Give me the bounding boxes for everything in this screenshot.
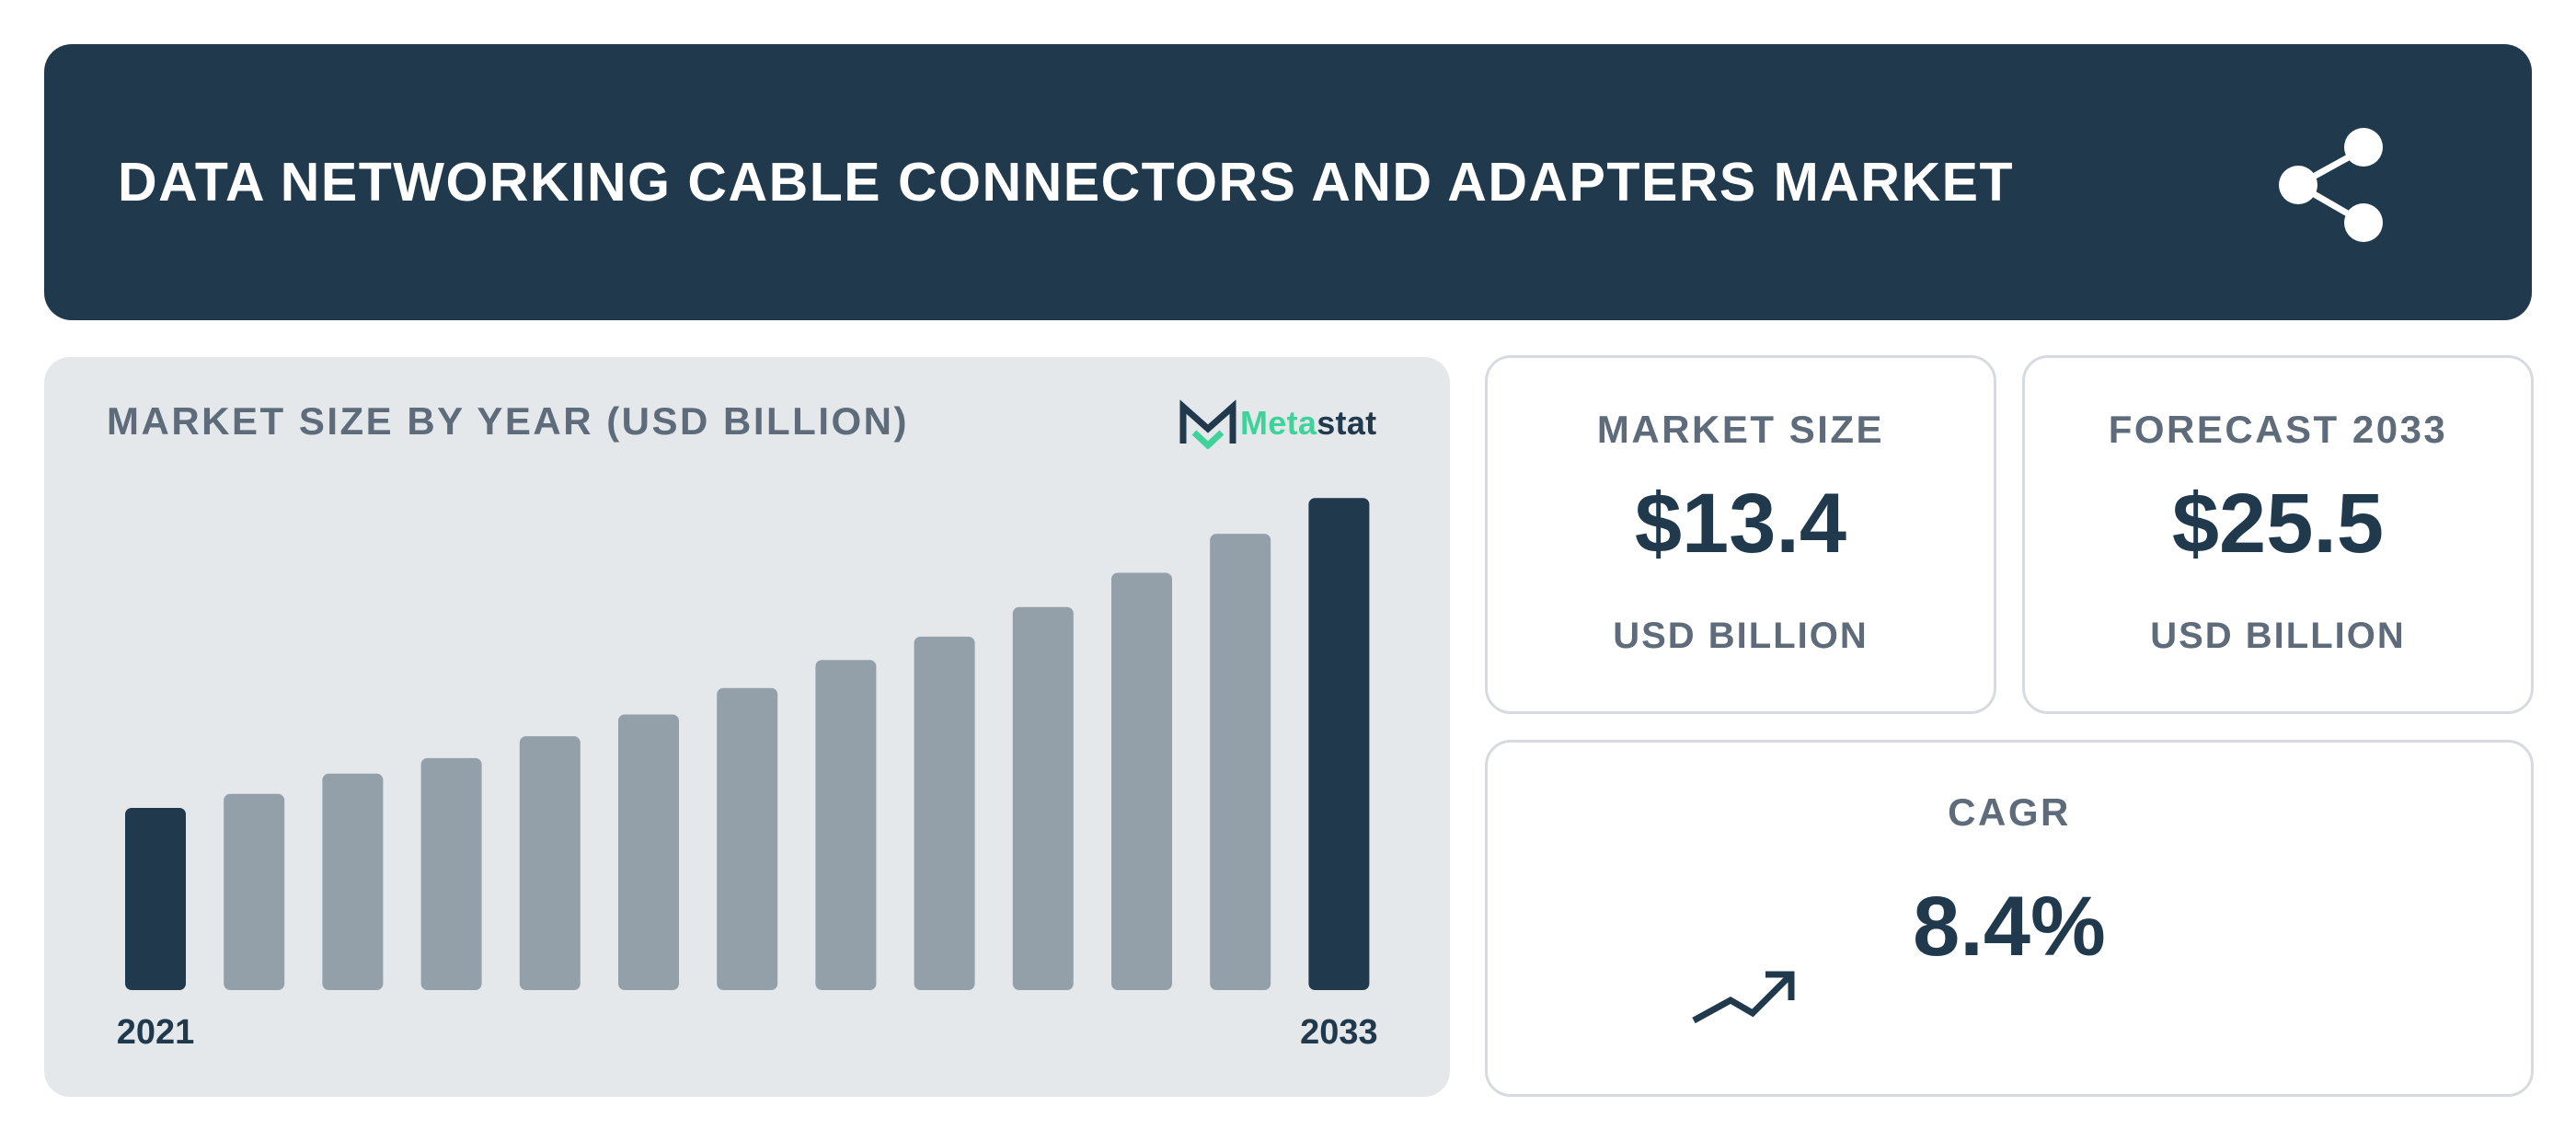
bar-2033 — [1308, 498, 1370, 990]
bar-2027 — [717, 687, 778, 990]
market-size-value: $13.4 — [1634, 477, 1847, 570]
metastat-logo: Metastat — [1178, 396, 1376, 451]
forecast-value: $25.5 — [2171, 477, 2385, 570]
forecast-label: FORECAST 2033 — [2108, 408, 2448, 451]
forecast-card: FORECAST 2033 $25.5 USD BILLION — [2022, 355, 2534, 714]
cagr-value: 8.4% — [1913, 880, 2106, 974]
bar-2025 — [519, 736, 581, 990]
header-banner: DATA NETWORKING CABLE CONNECTORS AND ADA… — [44, 44, 2532, 320]
chart-panel: MARKET SIZE BY YEAR (USD BILLION) Metast… — [44, 357, 1450, 1097]
forecast-unit: USD BILLION — [2150, 616, 2406, 656]
market-size-unit: USD BILLION — [1613, 616, 1869, 656]
trend-up-icon — [1692, 971, 1795, 1024]
logo-text: Metastat — [1240, 404, 1376, 443]
tick-label-first: 2021 — [117, 1013, 195, 1052]
bar-2029 — [914, 636, 975, 990]
bar-2021 — [125, 808, 186, 990]
bar-2030 — [1012, 606, 1074, 990]
bar-2022 — [224, 793, 285, 990]
page-title: DATA NETWORKING CABLE CONNECTORS AND ADA… — [118, 152, 2015, 213]
market-size-card: MARKET SIZE $13.4 USD BILLION — [1485, 355, 1996, 714]
logo-text-stat: stat — [1317, 404, 1377, 442]
chart-title: MARKET SIZE BY YEAR (USD BILLION) — [107, 399, 909, 443]
metastat-logo-icon — [1179, 399, 1236, 449]
bar-2032 — [1210, 534, 1271, 990]
tick-label-last: 2033 — [1300, 1013, 1378, 1052]
bar-2026 — [618, 714, 679, 990]
bar-chart: 2021 2033 — [117, 498, 1378, 1052]
share-icon[interactable] — [2271, 120, 2399, 248]
bar-2031 — [1111, 572, 1172, 990]
bar-2028 — [815, 660, 877, 990]
logo-text-meta: Meta — [1240, 404, 1317, 442]
bar-2024 — [420, 757, 482, 990]
cagr-label: CAGR — [1948, 790, 2071, 834]
cagr-card: CAGR 8.4% — [1485, 740, 2534, 1097]
market-size-label: MARKET SIZE — [1596, 408, 1885, 451]
bar-2023 — [322, 773, 384, 990]
